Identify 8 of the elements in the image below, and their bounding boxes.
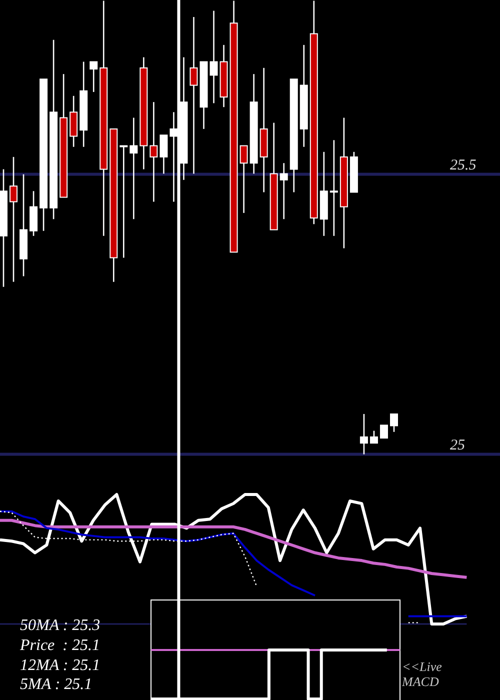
annotation: 50MA : 25.3 [20, 617, 100, 634]
text: Price : 25.1 [19, 637, 100, 654]
text: 12MA : 25.1 [20, 657, 100, 674]
annotation: <<Live [402, 659, 442, 674]
text: 5MA : 25.1 [20, 676, 92, 693]
y-tick-label: 25 [450, 437, 466, 454]
y-tick-label: 25.5 [450, 157, 477, 174]
annotation: MACD [401, 674, 440, 689]
